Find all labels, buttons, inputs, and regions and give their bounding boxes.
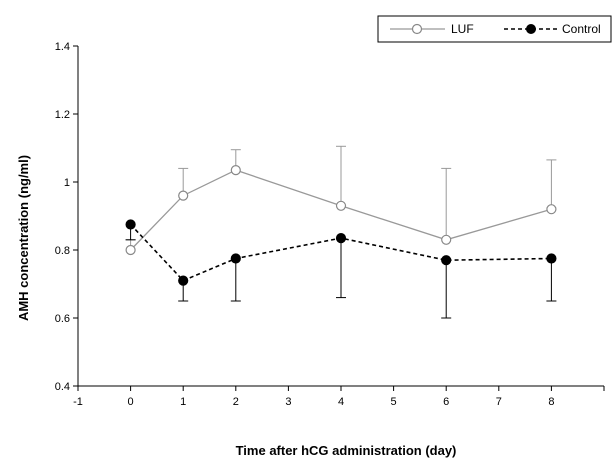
legend: LUF Control: [377, 15, 612, 43]
data-point-luf: [441, 234, 452, 245]
series-marks: [125, 145, 557, 319]
data-point-control: [125, 219, 136, 230]
x-axis-title: Time after hCG administration (day): [236, 443, 457, 458]
series-line-control: [130, 223, 552, 282]
y-tick-label: 0.6: [55, 313, 70, 325]
x-tick-label: 3: [285, 396, 291, 408]
y-tick-label: 0.4: [55, 381, 70, 393]
x-tick-label: 2: [233, 396, 239, 408]
data-point-luf: [178, 190, 189, 201]
x-tick-label: -1: [73, 396, 83, 408]
x-tick-label: 8: [548, 396, 554, 408]
x-tick-label: 7: [496, 396, 502, 408]
y-tick-label: 0.8: [55, 245, 70, 257]
legend-label-luf: LUF: [451, 22, 474, 36]
data-point-control: [335, 233, 347, 244]
data-point-luf: [546, 204, 557, 215]
x-tick-label: 6: [443, 396, 449, 408]
x-tick-label: 1: [180, 396, 186, 408]
x-tick-label: 4: [338, 396, 344, 408]
y-tick-label: 1.4: [55, 41, 70, 53]
x-tick-label: 5: [391, 396, 397, 408]
data-point-luf: [335, 200, 347, 211]
y-tick-label: 1.2: [55, 109, 70, 121]
series-line-luf: [130, 169, 552, 251]
data-point-luf: [125, 244, 136, 256]
data-point-control: [441, 255, 452, 266]
data-point-control: [546, 253, 557, 264]
y-tick-label: 1: [64, 177, 70, 189]
legend-marker-luf: [411, 23, 423, 35]
data-point-control: [178, 275, 189, 286]
legend-label-control: Control: [562, 22, 601, 36]
axes: 0.4 0.6 0.8 1 1.2 1.4 -1 0 1 2 3 4 5 6 7 8: [55, 41, 605, 408]
legend-marker-control: [526, 24, 536, 34]
y-axis-title: AMH concentration (ng/ml): [16, 155, 31, 321]
data-point-luf: [230, 165, 241, 176]
x-tick-label: 0: [128, 396, 134, 408]
data-point-control: [230, 253, 241, 264]
